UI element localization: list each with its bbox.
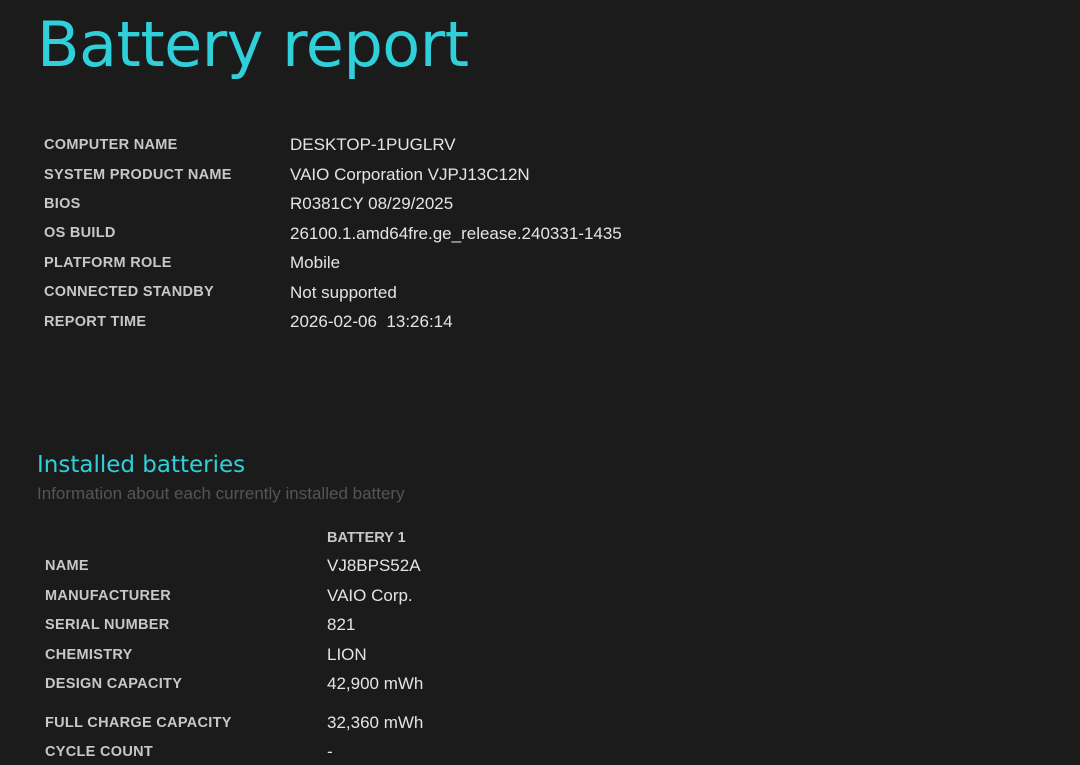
bios-label: BIOS (44, 196, 81, 212)
bios-value: R0381CY 08/29/2025 (290, 194, 454, 213)
computer-name-label: COMPUTER NAME (44, 137, 178, 153)
os-build-label: OS BUILD (44, 225, 116, 241)
serial-number-value: 821 (327, 615, 356, 634)
battery-1-column-header: BATTERY 1 (327, 530, 406, 546)
manufacturer-value: VAIO Corp. (327, 586, 413, 605)
platform-role-label: PLATFORM ROLE (44, 255, 172, 271)
chemistry-label: CHEMISTRY (45, 647, 133, 663)
report-time-label: REPORT TIME (44, 314, 147, 330)
computer-name-value: DESKTOP-1PUGLRV (290, 135, 456, 154)
os-build-value: 26100.1.amd64fre.ge_release.240331-1435 (290, 224, 622, 243)
full-charge-capacity-value: 32,360 mWh (327, 713, 424, 732)
design-capacity-value: 42,900 mWh (327, 674, 424, 693)
design-capacity-label: DESIGN CAPACITY (45, 676, 183, 692)
battery-name-label: NAME (45, 558, 89, 574)
serial-number-label: SERIAL NUMBER (45, 617, 170, 633)
page-title: Battery report (37, 8, 469, 81)
cycle-count-label: CYCLE COUNT (45, 744, 154, 760)
manufacturer-label: MANUFACTURER (45, 588, 172, 604)
system-product-name-label: SYSTEM PRODUCT NAME (44, 167, 232, 183)
platform-role-value: Mobile (290, 253, 341, 272)
battery-name-value: VJ8BPS52A (327, 556, 421, 575)
system-product-name-value: VAIO Corporation VJPJ13C12N (290, 165, 530, 184)
cycle-count-value: - (327, 742, 333, 761)
report-time-value: 2026-02-06 13:26:14 (290, 312, 453, 331)
installed-batteries-subtitle: Information about each currently install… (37, 484, 405, 503)
connected-standby-value: Not supported (290, 283, 397, 302)
connected-standby-label: CONNECTED STANDBY (44, 284, 214, 300)
installed-batteries-heading: Installed batteries (37, 452, 246, 478)
chemistry-value: LION (327, 645, 367, 664)
full-charge-capacity-label: FULL CHARGE CAPACITY (45, 715, 232, 731)
